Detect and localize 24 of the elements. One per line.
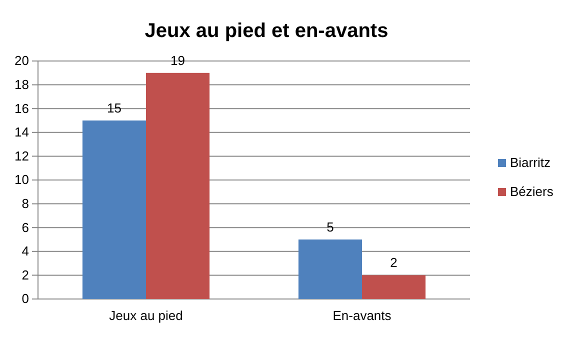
data-label: 2 (390, 255, 398, 270)
y-tick-label: 8 (22, 196, 29, 211)
chart-title: Jeux au pied et en-avants (144, 20, 388, 42)
bar (146, 72, 210, 299)
y-tick-label: 14 (14, 124, 29, 140)
x-tick-label: En-avants (332, 308, 392, 324)
y-tick-label: 16 (14, 100, 29, 116)
y-tick-label: 18 (14, 76, 29, 92)
y-tick-label: 12 (14, 148, 29, 164)
y-tick-label: 6 (22, 220, 29, 235)
data-label: 5 (326, 220, 334, 234)
data-label: 19 (170, 52, 185, 68)
x-tick-label: Jeux au pied (109, 308, 183, 324)
legend-label: Biarritz (510, 155, 550, 170)
y-tick-label: 10 (14, 172, 29, 188)
bar (82, 120, 146, 299)
y-tick-label: 0 (22, 291, 29, 306)
bar (362, 275, 426, 299)
y-tick-label: 20 (14, 53, 29, 68)
data-label: 15 (107, 100, 122, 116)
y-tick-label: 2 (22, 267, 29, 282)
y-tick-label: 4 (22, 244, 29, 259)
legend-label: Béziers (510, 184, 554, 199)
bar (298, 240, 362, 299)
